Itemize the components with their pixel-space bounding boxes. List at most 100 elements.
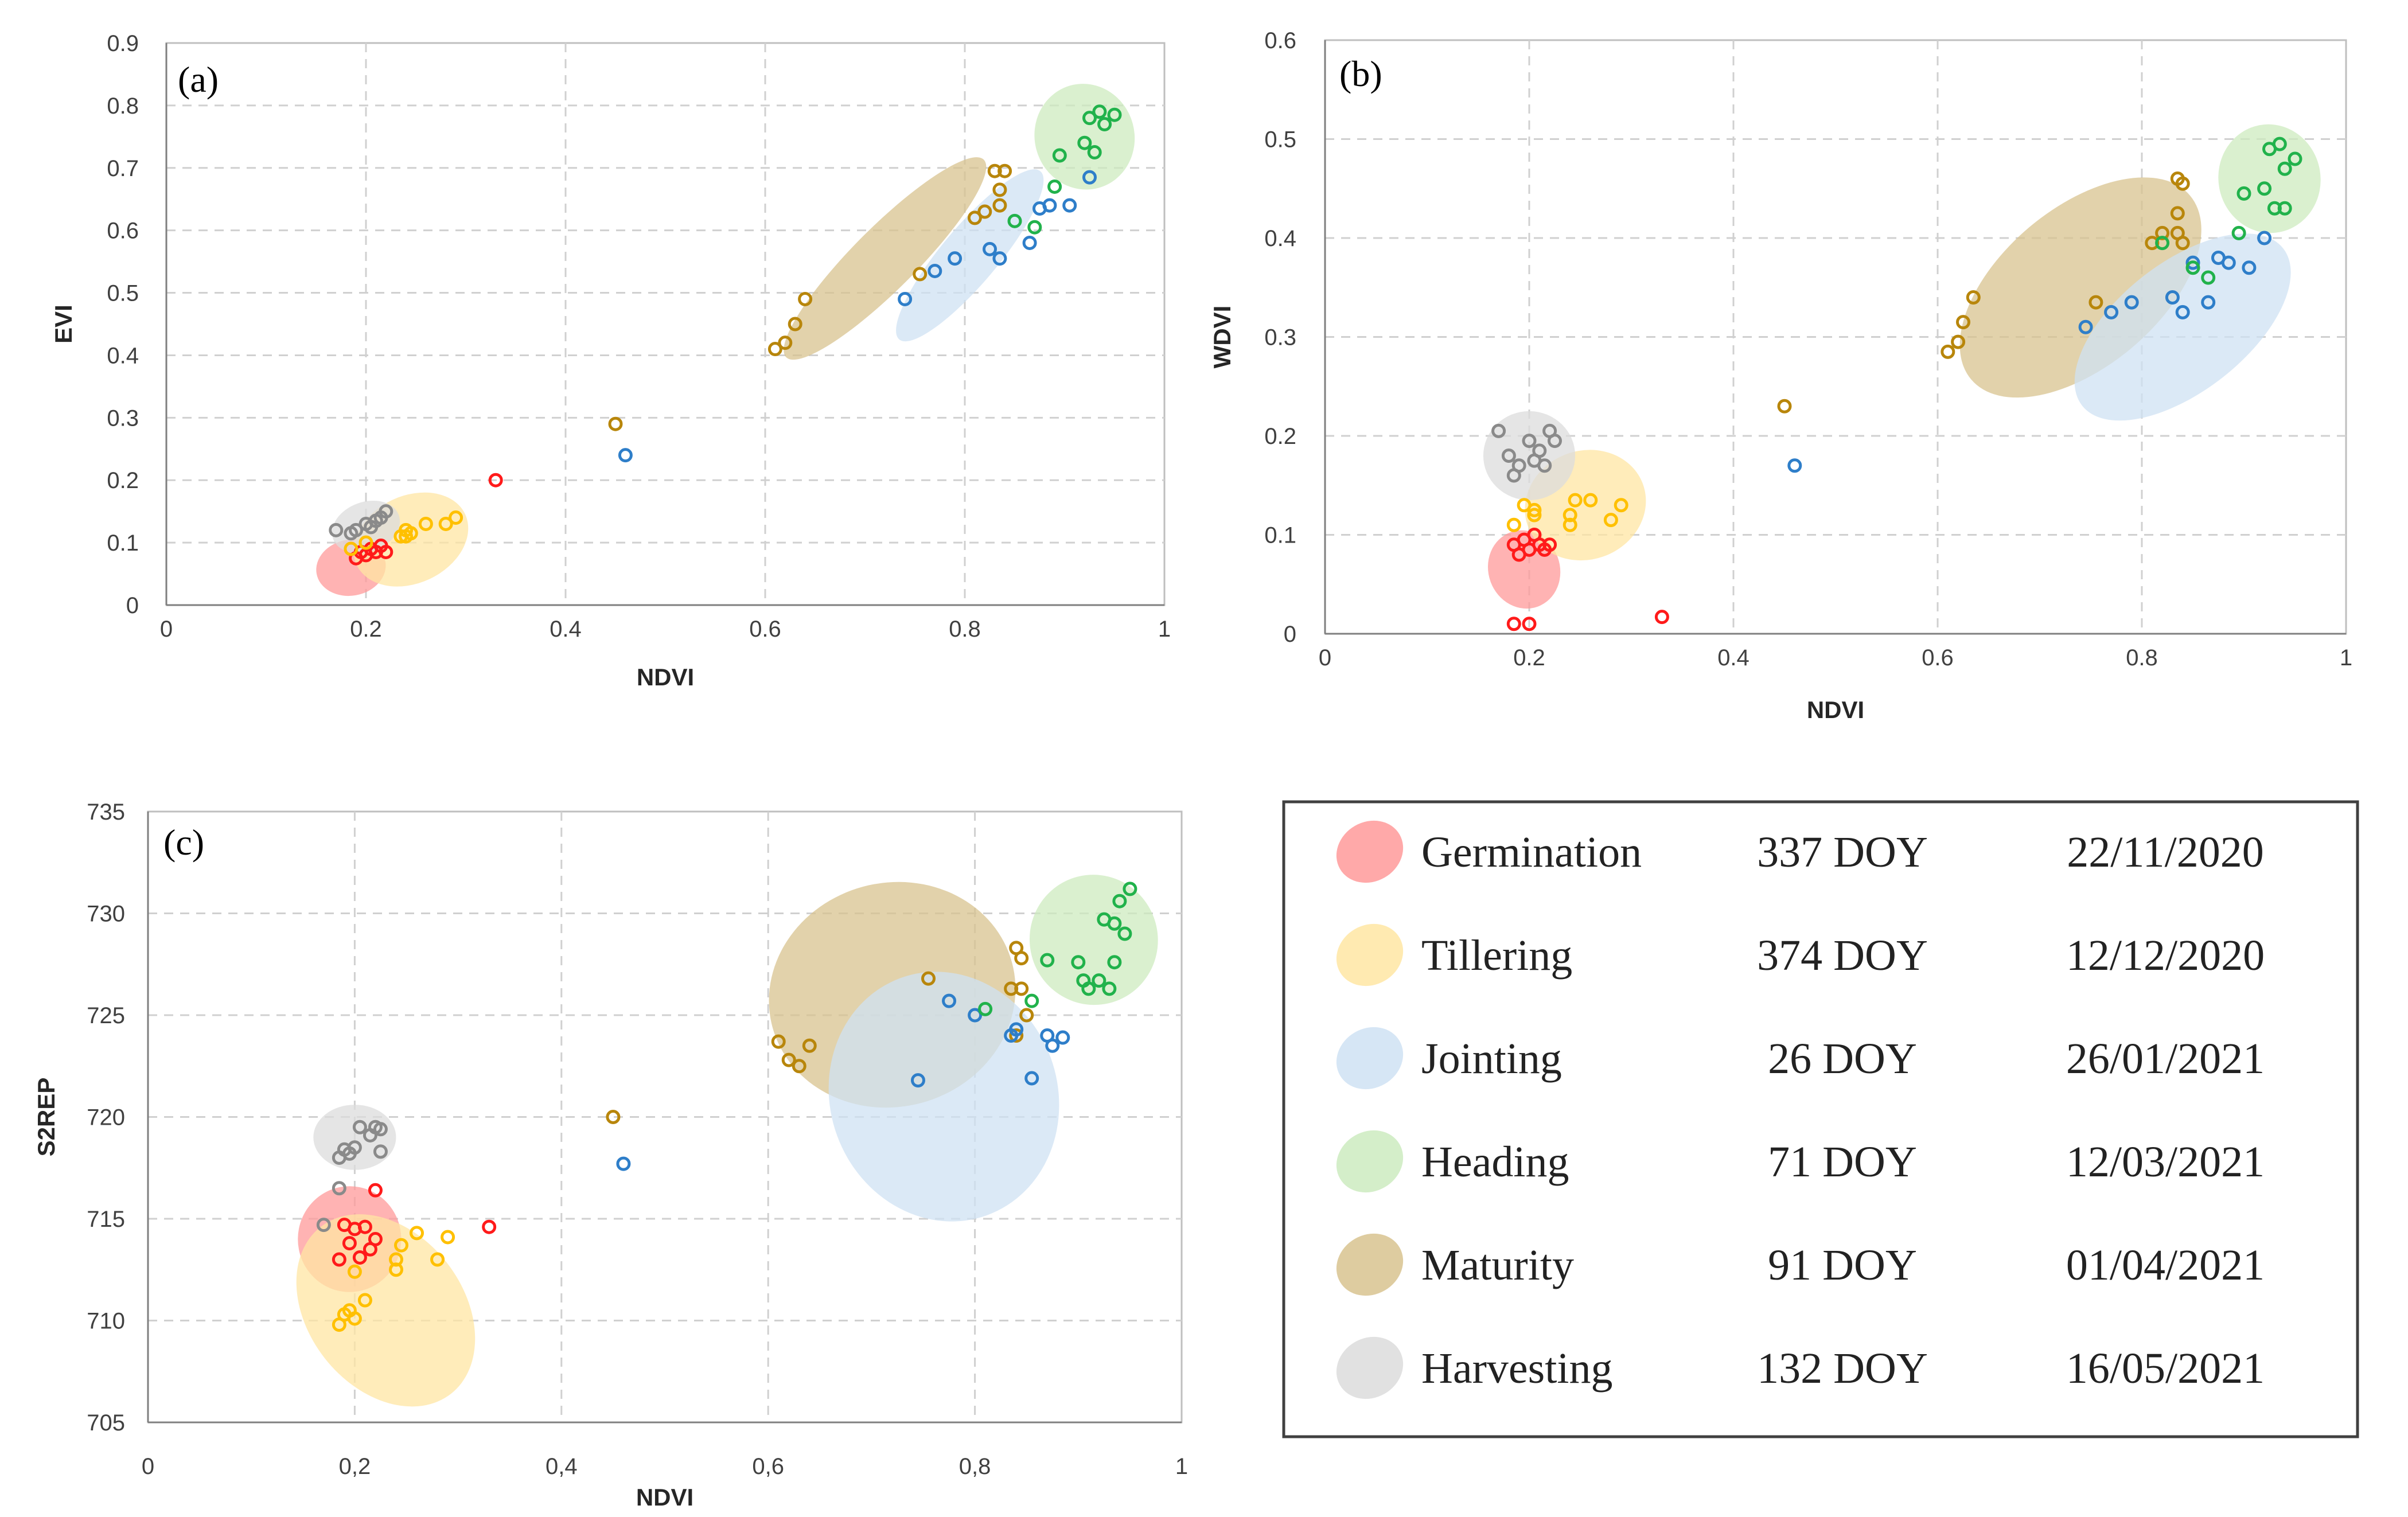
x-axis-label: NDVI xyxy=(637,664,694,691)
point-heading xyxy=(1092,973,1106,988)
point-tillering xyxy=(1563,517,1577,532)
point-tillering xyxy=(1506,517,1521,532)
legend-row-heading: Heading 71 DOY 12/03/2021 xyxy=(1336,1130,2265,1193)
point-harvesting xyxy=(1548,434,1562,449)
point-heading xyxy=(1077,135,1092,150)
point-maturity xyxy=(2175,236,2190,251)
x-tick-label: 0.6 xyxy=(1922,645,1954,670)
y-tick-label: 725 xyxy=(87,1003,125,1028)
point-heading xyxy=(2277,201,2292,216)
point-heading xyxy=(1052,148,1067,163)
point-maturity xyxy=(977,204,992,219)
y-axis-label: EVI xyxy=(50,305,77,344)
point-tillering xyxy=(357,1293,372,1308)
y-tick-label: 0 xyxy=(1284,622,1296,647)
x-tick-label: 0.8 xyxy=(949,617,981,642)
y-tick-label: 0.8 xyxy=(107,93,139,119)
y-tick-label: 715 xyxy=(87,1207,125,1232)
point-tillering xyxy=(393,1238,408,1253)
point-jointing xyxy=(968,1008,983,1023)
x-tick-label: 0.6 xyxy=(749,617,781,642)
point-heading xyxy=(978,1001,993,1016)
point-germination xyxy=(352,1250,367,1265)
point-jointing xyxy=(2221,255,2236,270)
point-jointing xyxy=(942,993,957,1008)
point-maturity xyxy=(788,317,802,332)
point-maturity xyxy=(1014,951,1029,966)
y-tick-label: 0 xyxy=(126,593,139,618)
point-tillering xyxy=(449,510,463,525)
point-maturity xyxy=(802,1038,817,1053)
point-jointing xyxy=(1045,1038,1060,1053)
point-harvesting xyxy=(349,522,364,537)
y-tick-label: 0.4 xyxy=(1264,226,1296,251)
point-jointing xyxy=(1082,170,1097,185)
legend-doy: 71 DOY xyxy=(1768,1138,1917,1186)
ellipse-heading xyxy=(2218,124,2321,233)
ellipse-jointing xyxy=(828,972,1059,1222)
legend-row-tillering: Tillering 374 DOY 12/12/2020 xyxy=(1336,923,2265,986)
point-tillering xyxy=(418,516,433,531)
point-jointing xyxy=(2165,290,2180,305)
point-heading xyxy=(1047,179,1062,194)
legend: Germination 337 DOY 22/11/2020 Tillering 374… xyxy=(1282,800,2359,1438)
point-jointing xyxy=(2124,295,2139,310)
point-tillering xyxy=(410,1226,424,1241)
point-heading xyxy=(2288,151,2302,166)
point-maturity xyxy=(967,210,982,225)
point-harvesting xyxy=(1522,434,1537,449)
x-tick-label: 0.4 xyxy=(1717,645,1749,670)
panel-label: (a) xyxy=(178,59,219,100)
point-harvesting xyxy=(1532,443,1547,458)
point-heading xyxy=(1087,145,1102,160)
legend-stage: Germination xyxy=(1421,828,1642,876)
point-heading xyxy=(1097,117,1112,132)
point-heading xyxy=(2231,225,2246,240)
y-axis-label: S2REP xyxy=(33,1078,60,1157)
point-harvesting xyxy=(364,520,379,535)
point-heading xyxy=(2201,270,2216,285)
point-heading xyxy=(1107,107,1122,122)
point-heading xyxy=(1107,916,1122,931)
point-maturity xyxy=(2089,295,2103,310)
point-maturity xyxy=(992,198,1007,213)
point-maturity xyxy=(778,336,793,350)
point-maturity xyxy=(1014,981,1029,996)
point-heading xyxy=(2236,186,2251,201)
point-jointing xyxy=(910,1073,925,1088)
point-germination xyxy=(342,1236,357,1251)
point-harvesting xyxy=(373,1122,388,1137)
legend-row-germination: Germination 337 DOY 22/11/2020 xyxy=(1336,820,2264,883)
panel-label: (c) xyxy=(163,822,204,863)
point-tillering xyxy=(441,1230,455,1245)
ellipse-tillering xyxy=(296,1214,476,1407)
point-germination xyxy=(1522,617,1537,631)
legend-swatch-harvesting xyxy=(1336,1336,1404,1399)
point-heading xyxy=(1117,926,1132,941)
point-heading xyxy=(2155,236,2170,251)
chart-3: 0 0,2 0,4 0,6 0,8 1 705 710 715 720 725 730 735 NDVI S… xyxy=(33,800,1188,1511)
point-maturity xyxy=(2155,225,2170,240)
x-axis-label: NDVI xyxy=(636,1484,693,1511)
point-maturity xyxy=(1956,315,1970,330)
point-maturity xyxy=(1009,1028,1024,1043)
y-tick-label: 0.3 xyxy=(1264,325,1296,350)
y-tick-label: 720 xyxy=(87,1105,125,1130)
point-harvesting xyxy=(1501,449,1516,463)
y-tick-label: 0.6 xyxy=(1264,28,1296,53)
x-tick-label: 0,2 xyxy=(339,1454,371,1479)
legend-date: 26/01/2021 xyxy=(2066,1035,2265,1083)
point-maturity xyxy=(1951,334,1966,349)
point-maturity xyxy=(608,416,623,431)
point-maturity xyxy=(1777,399,1792,414)
point-maturity xyxy=(2175,176,2190,191)
legend-row-jointing: Jointing 26 DOY 26/01/2021 xyxy=(1336,1027,2265,1090)
y-tick-label: 0.7 xyxy=(107,156,139,181)
point-heading xyxy=(2185,260,2200,275)
point-jointing xyxy=(1004,1028,1019,1043)
point-heading xyxy=(1007,213,1022,228)
chart-1: 0 0.2 0.4 0.6 0.8 1 0 0.1 0.2 0.3 0.4 0.5 0.6 0.7 0.8 0… xyxy=(50,31,1171,691)
y-tick-label: 0.5 xyxy=(107,281,139,306)
legend-doy: 91 DOY xyxy=(1768,1241,1917,1289)
